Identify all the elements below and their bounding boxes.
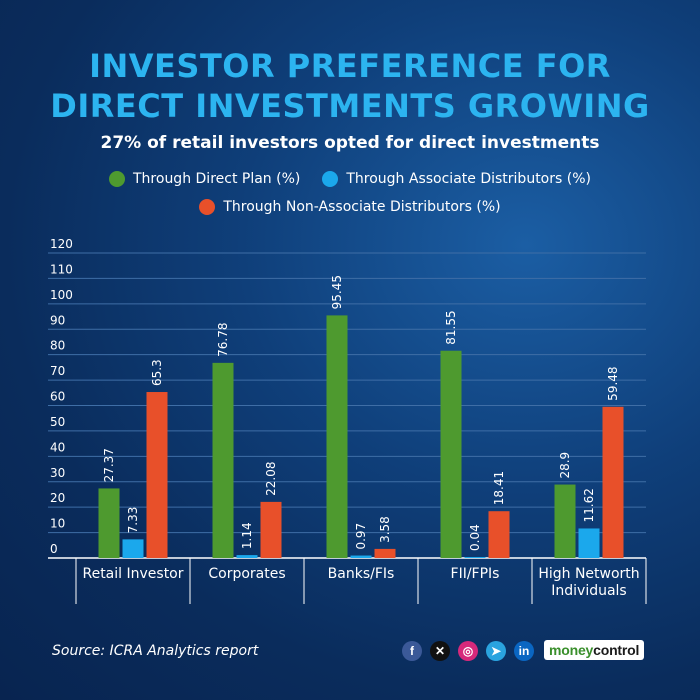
x-tick-label: Retail Investor: [82, 566, 183, 582]
data-label: 1.14: [240, 522, 254, 549]
legend-dot-icon: [322, 171, 339, 187]
legend-item-direct-plan: Through Direct Plan (%): [109, 171, 300, 187]
bar: [146, 392, 168, 558]
data-label: 65.3: [150, 359, 164, 386]
chart-legend: Through Direct Plan (%) Through Associat…: [0, 171, 700, 215]
data-label: 59.48: [606, 366, 620, 400]
y-tick-label: 100: [50, 288, 73, 302]
data-label: 18.41: [492, 471, 506, 505]
source-note: Source: ICRA Analytics report: [52, 643, 259, 659]
brand-part-2: control: [593, 642, 640, 658]
y-tick-label: 110: [50, 262, 73, 276]
brand-part-1: money: [549, 642, 594, 658]
y-tick-label: 20: [50, 491, 65, 505]
legend-item-associate-distributors: Through Associate Distributors (%): [322, 171, 591, 187]
y-tick-label: 50: [50, 415, 65, 429]
bar: [326, 315, 348, 558]
data-label: 0.04: [468, 524, 482, 551]
y-tick-label: 120: [50, 237, 73, 251]
chart-title-line-2: DIRECT INVESTMENTS GROWING: [50, 87, 650, 125]
data-label: 0.97: [354, 523, 368, 550]
instagram-icon[interactable]: ◎: [458, 641, 478, 661]
legend-label: Through Non-Associate Distributors (%): [223, 199, 501, 215]
x-tick-label: Individuals: [551, 583, 626, 599]
data-label: 22.08: [264, 462, 278, 496]
bar: [464, 557, 486, 558]
legend-label: Through Direct Plan (%): [133, 171, 301, 187]
x-tick-label: Banks/FIs: [328, 566, 395, 582]
bar: [236, 555, 258, 558]
y-tick-label: 90: [50, 313, 65, 327]
data-label: 7.33: [126, 507, 140, 534]
bar: [350, 555, 372, 558]
telegram-icon[interactable]: ➤: [486, 641, 506, 661]
chart-subtitle: 27% of retail investors opted for direct…: [100, 133, 600, 153]
data-label: 95.45: [330, 275, 344, 309]
bar: [212, 362, 234, 558]
y-tick-label: 40: [50, 440, 65, 454]
data-label: 81.55: [444, 310, 458, 344]
bar: [602, 406, 624, 558]
bar: [440, 350, 462, 558]
y-tick-label: 10: [50, 517, 65, 531]
bar: [578, 528, 600, 558]
chart-title-line-1: INVESTOR PREFERENCE FOR: [89, 47, 611, 85]
x-tick-label: FII/FPIs: [451, 566, 500, 582]
facebook-icon[interactable]: f: [402, 641, 422, 661]
linkedin-icon[interactable]: in: [514, 641, 534, 661]
data-label: 3.58: [378, 516, 392, 543]
x-tick-label: Corporates: [208, 566, 285, 582]
y-tick-label: 60: [50, 390, 65, 404]
bar: [374, 548, 396, 558]
bar: [488, 511, 510, 558]
legend-dot-icon: [199, 199, 216, 215]
y-tick-label: 70: [50, 364, 65, 378]
chart-title: INVESTOR PREFERENCE FOR DIRECT INVESTMEN…: [0, 46, 700, 126]
data-label: 11.62: [582, 488, 596, 522]
y-tick-label: 30: [50, 466, 65, 480]
y-tick-label: 80: [50, 339, 65, 353]
data-label: 28.9: [558, 452, 572, 479]
data-label: 76.78: [216, 322, 230, 356]
legend-dot-icon: [109, 171, 125, 187]
moneycontrol-logo: money control: [544, 640, 645, 660]
legend-item-non-associate-distributors: Through Non-Associate Distributors (%): [199, 199, 501, 215]
legend-label: Through Associate Distributors (%): [346, 171, 591, 187]
x-icon[interactable]: ✕: [430, 641, 450, 661]
bar: [98, 488, 120, 558]
bar: [260, 501, 282, 558]
social-links: f ✕ ◎ ➤ in: [402, 641, 534, 661]
x-tick-label: High Networth: [538, 566, 639, 582]
y-tick-label: 0: [50, 542, 58, 556]
bar: [122, 539, 144, 558]
bar: [554, 484, 576, 558]
data-label: 27.37: [102, 448, 116, 482]
